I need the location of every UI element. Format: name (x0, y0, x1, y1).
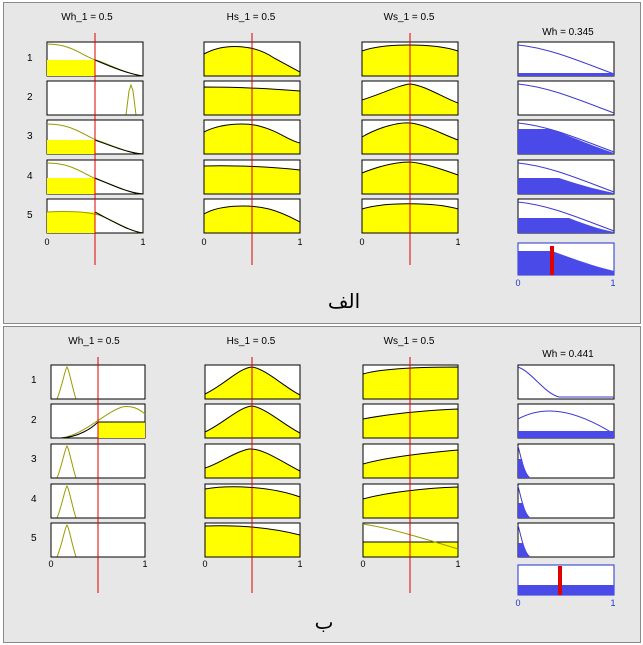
wh-axis-max: 1 (142, 559, 148, 569)
output-mf-rule-3 (517, 119, 615, 155)
rule-label-2: 2 (27, 92, 33, 103)
output-mf-rule-4 (517, 159, 615, 195)
input-header-wh: Wh_1 = 0.5 (61, 12, 113, 23)
output-aggregate (517, 564, 615, 596)
output-mf-rule-2 (517, 403, 615, 439)
output-mf-rule-3 (517, 443, 615, 479)
rule-label-1: 1 (31, 375, 37, 386)
wh-axis-max: 1 (140, 237, 146, 247)
output-axis-max: 1 (610, 278, 616, 288)
output-mf-rule-5 (517, 522, 615, 558)
hs-axis-min: 0 (202, 559, 208, 569)
caption-be: ب (314, 610, 334, 634)
ws-axis-min: 0 (360, 559, 366, 569)
ws-axis-min: 0 (359, 237, 365, 247)
wh-axis-min: 0 (48, 559, 54, 569)
caption-alef: الف (327, 289, 361, 313)
rule-viewer-panel-b: Wh_1 = 0.5 Hs_1 = 0.5 Ws_1 = 0.5 Wh = 0.… (3, 326, 641, 643)
output-mf-rule-2 (517, 80, 615, 116)
output-aggregate (517, 242, 615, 276)
input-header-wh: Wh_1 = 0.5 (68, 336, 120, 347)
input-header-hs: Hs_1 = 0.5 (226, 336, 276, 347)
rule-label-5: 5 (27, 210, 33, 221)
output-axis-min: 0 (515, 278, 521, 288)
rules-graphic-a (46, 33, 615, 276)
output-mf-rule-5 (517, 198, 615, 234)
rule-label-4: 4 (31, 494, 37, 505)
input-header-ws: Ws_1 = 0.5 (383, 336, 435, 347)
rule-label-4: 4 (27, 171, 33, 182)
rules-graphic-b (50, 357, 615, 596)
rule-label-3: 3 (27, 131, 33, 142)
hs-axis-max: 1 (297, 237, 303, 247)
ws-axis-max: 1 (455, 237, 461, 247)
rule-label-3: 3 (31, 454, 37, 465)
input-header-hs: Hs_1 = 0.5 (226, 12, 276, 23)
hs-axis-max: 1 (297, 559, 303, 569)
wh-axis-min: 0 (44, 237, 50, 247)
rule-viewer-panel-a: Wh_1 = 0.5 Hs_1 = 0.5 Ws_1 = 0.5 Wh = 0.… (3, 2, 641, 324)
output-mf-rule-1 (517, 364, 615, 400)
output-axis-max: 1 (610, 598, 616, 608)
output-mf-rule-4 (517, 483, 615, 519)
output-axis-min: 0 (515, 598, 521, 608)
output-header-wh: Wh = 0.345 (542, 27, 594, 38)
input-header-ws: Ws_1 = 0.5 (383, 12, 435, 23)
ws-axis-max: 1 (455, 559, 461, 569)
hs-axis-min: 0 (201, 237, 207, 247)
rule-label-1: 1 (27, 53, 33, 64)
output-mf-rule-1 (517, 41, 615, 77)
rule-label-5: 5 (31, 533, 37, 544)
rule-label-2: 2 (31, 415, 37, 426)
output-header-wh: Wh = 0.441 (542, 349, 594, 360)
